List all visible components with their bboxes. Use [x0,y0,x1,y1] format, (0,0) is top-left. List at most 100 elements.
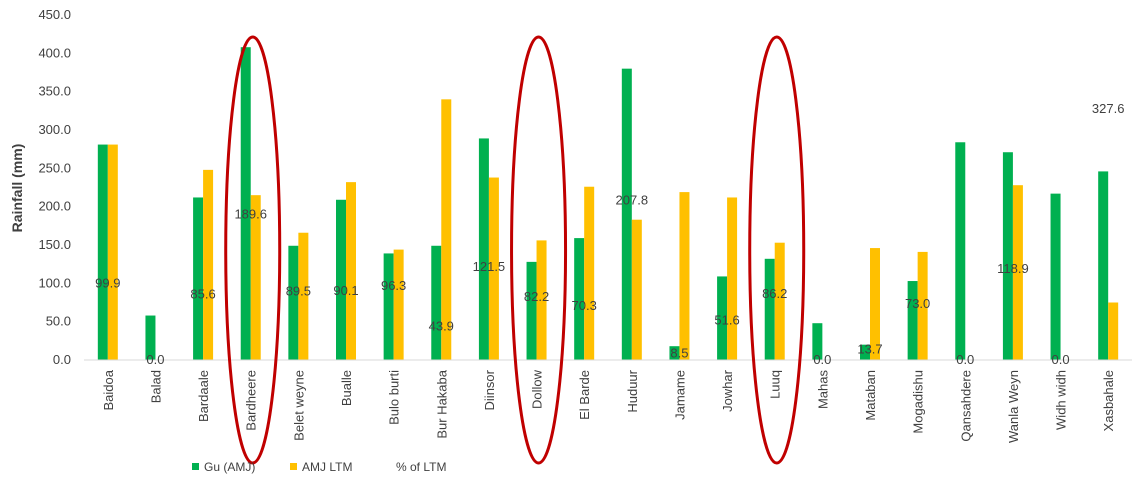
gu-bar-mataban [860,344,870,360]
highlight-ellipses-layer [224,35,806,465]
x-category-label: Baidoa [101,369,116,410]
y-axis: 0.0 50.0 100.0 150.0 200.0 250.0 300.0 350.0 400… [38,7,71,367]
gu-bar-belet-weyne [288,245,299,360]
gu-bar-luuq [764,258,775,360]
x-category-label: Balad [148,370,163,403]
y-tick-label: 400.0 [38,45,71,60]
ltm-bar-bulo-burti [393,249,404,360]
ltm-bar-dollow [536,240,547,360]
bars-layer [97,47,1119,361]
percent-of-ltm-label: 99.9 [95,275,120,290]
ltm-bar-jowhar [727,197,738,360]
x-category-label: Qansahdere [958,370,973,442]
ltm-bar-jamame [679,192,690,360]
gu-bar-bur-hakaba [431,245,442,360]
x-category-label: Luuq [768,370,783,399]
x-category-label: Huduur [625,369,640,412]
ltm-bar-bualle [346,182,356,360]
percent-of-ltm-label: 70.3 [572,298,597,313]
gu-bar-dollow [526,261,537,360]
gu-bar-el-barde [574,238,585,360]
x-category-label: Wanla Weyn [1006,370,1021,443]
gu-bar-qansahdere [955,142,966,360]
gu-bar-widh-widh [1050,193,1061,360]
percent-of-ltm-label: 0.0 [813,352,831,367]
x-category-label: Widh widh [1054,370,1069,430]
percent-of-ltm-label: 43.9 [429,318,454,333]
ltm-bar-belet-weyne [298,232,309,360]
x-category-label: Mahas [815,370,830,410]
x-category-label: Mataban [863,370,878,421]
ltm-bar-bur-hakaba [441,99,452,360]
y-tick-label: 250.0 [38,160,71,175]
percent-of-ltm-label: 189.6 [234,207,267,222]
x-category-label: Bardheere [244,370,259,431]
percent-of-ltm-label: 85.6 [190,286,215,301]
ltm-bar-bardheere [250,195,261,360]
x-category-label: Belet weyne [291,370,306,441]
gu-bar-wanla-weyn [1002,152,1013,360]
percent-of-ltm-label: 82.2 [524,289,549,304]
percent-of-ltm-label: 0.0 [1052,352,1070,367]
percent-of-ltm-label: 13.7 [857,341,882,356]
gu-bar-diinsor [478,138,489,360]
percent-of-ltm-label: 86.2 [762,286,787,301]
legend-label: AMJ LTM [302,460,352,474]
percent-of-ltm-label: 207.8 [616,193,649,208]
gu-bar-mahas [812,323,823,360]
gu-bar-jowhar [717,276,728,360]
percent-of-ltm-label: 8.5 [670,345,688,360]
ltm-bar-huduur [631,219,642,360]
percent-of-ltm-label: 51.6 [714,312,739,327]
x-category-label: Bulo burti [387,370,402,425]
y-tick-label: 450.0 [38,7,71,22]
gu-bar-huduur [621,68,632,361]
x-category-label: Bualle [339,370,354,406]
gu-bar-xasbahale [1098,171,1109,360]
percent-of-ltm-label: 0.0 [956,352,974,367]
x-category-label: Jowhar [720,369,735,412]
y-tick-label: 0.0 [53,352,71,367]
percent-of-ltm-label: 89.5 [286,283,311,298]
percent-of-ltm-label: 118.9 [997,261,1029,276]
highlight-ellipse-bardheere [224,35,282,465]
ltm-bar-baidoa [107,144,118,360]
y-tick-label: 200.0 [38,199,71,214]
ltm-bar-diinsor [488,177,499,360]
gu-bar-balad [145,315,156,360]
y-tick-label: 100.0 [38,275,71,290]
x-category-label: Jamame [672,370,687,420]
ltm-bar-mogadishu [917,251,928,360]
x-category-label: Diinsor [482,369,497,410]
percent-of-ltm-label: 0.0 [146,352,164,367]
gu-bar-baidoa [97,144,108,360]
percent-of-ltm-label: 73.0 [905,296,930,311]
highlight-ellipse-luuq [748,35,806,465]
percent-of-ltm-label: 96.3 [381,278,406,293]
ltm-bar-wanla-weyn [1012,185,1023,360]
gu-bar-mogadishu [907,281,918,360]
gu-bar-bardaale [193,197,204,360]
percent-of-ltm-label: 327.6 [1092,101,1125,116]
x-category-label: Xasbahale [1101,370,1116,431]
x-category-label: Bardaale [196,370,211,422]
ltm-bar-luuq [774,242,785,360]
legend-swatch [192,463,199,470]
y-tick-label: 150.0 [38,237,71,252]
y-tick-label: 50.0 [46,314,71,329]
highlight-ellipse-dollow [510,35,568,465]
y-tick-label: 350.0 [38,84,71,99]
percent-labels-layer: 99.9 0.0 85.6 189.6 89.5 90.1 96.3 43.9 121.5 82.… [95,101,1124,367]
legend: Gu (AMJ) AMJ LTM % of LTM [192,460,446,474]
legend-label: % of LTM [396,460,446,474]
gu-bar-bualle [336,199,346,360]
legend-label: Gu (AMJ) [204,460,255,474]
x-axis-categories: Baidoa Balad Bardaale Bardheere Belet weyne B… [101,369,1116,443]
y-axis-title: Rainfall (mm) [9,144,25,233]
percent-of-ltm-label: 90.1 [333,283,358,298]
ltm-bar-mataban [870,248,880,360]
x-category-label: El Barde [577,370,592,420]
ltm-bar-el-barde [584,186,595,360]
legend-swatch [290,463,297,470]
